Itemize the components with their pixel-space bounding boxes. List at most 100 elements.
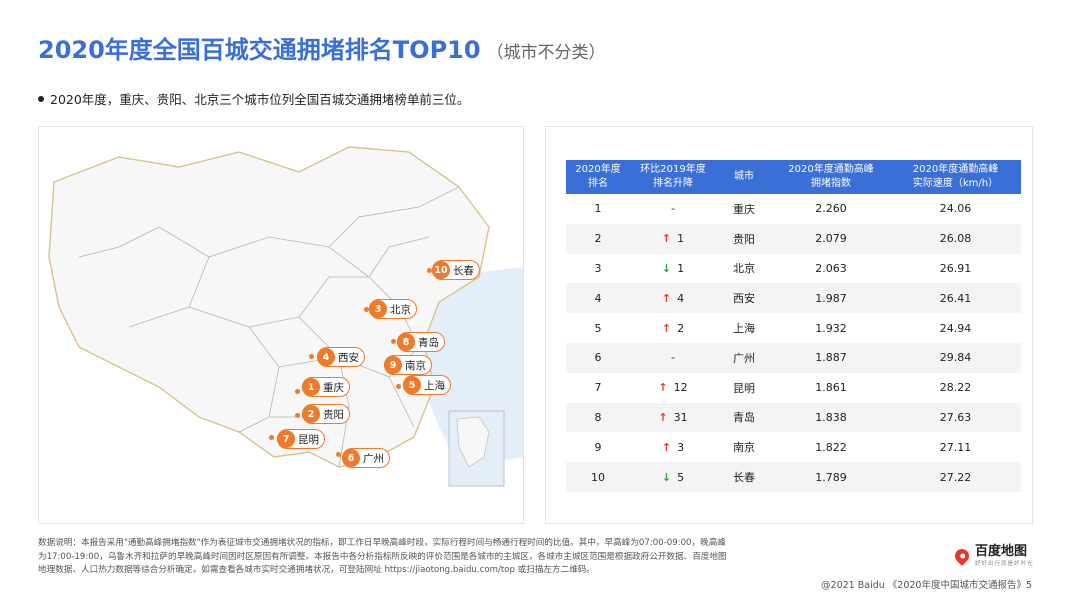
- city-name: 北京: [390, 303, 411, 316]
- page-footer: @2021 Baidu 《2020年度中国城市交通报告》5: [821, 580, 1032, 591]
- city-location-dot: [309, 354, 314, 359]
- title-subtitle: （城市不分类）: [486, 43, 606, 63]
- cell-rank-change: ↑ 1: [630, 223, 716, 254]
- table-header-row: 2020年度 排名 环比2019年度 排名升降 城市 2020年度通勤高峰 拥堵…: [566, 160, 1021, 194]
- cell-city: 长春: [716, 462, 772, 492]
- rank-change-value: 2: [677, 321, 685, 335]
- header-actual-speed: 2020年度通勤高峰 实际速度（km/h）: [890, 160, 1021, 194]
- table-row: 10 ↓ 5 长春 1.789 27.22: [566, 462, 1021, 492]
- city-location-dot: [295, 413, 300, 418]
- rank-change-value: 5: [677, 470, 685, 484]
- cell-congestion-index: 1.932: [815, 321, 847, 335]
- table-row: 1 - 重庆 2.260 24.06: [566, 194, 1021, 224]
- cell-rank: 3: [594, 261, 602, 275]
- cell-rank: 2: [566, 223, 630, 254]
- cell-rank-change: ↓ 5: [630, 462, 716, 492]
- city-rank: 4: [317, 348, 335, 366]
- city-name: 昆明: [298, 433, 319, 446]
- city-marker-4[interactable]: 4 西安: [317, 347, 365, 367]
- cell-congestion-index: 1.861: [815, 381, 847, 395]
- header-city: 城市: [716, 160, 772, 194]
- cell-congestion-index: 1.987: [772, 283, 890, 314]
- cell-city: 上海: [733, 322, 755, 336]
- cell-congestion-index: 1.887: [772, 342, 890, 373]
- page-title: 2020年度全国百城交通拥堵排名TOP10 （城市不分类）: [38, 30, 606, 65]
- ranking-table-panel: 2020年度 排名 环比2019年度 排名升降 城市 2020年度通勤高峰 拥堵…: [545, 126, 1033, 524]
- city-rank: 10: [432, 261, 450, 279]
- city-marker-7[interactable]: 7 昆明: [277, 429, 325, 449]
- cell-city: 广州: [716, 342, 772, 373]
- cell-rank: 5: [594, 321, 602, 335]
- rank-change-value: 3: [677, 440, 685, 454]
- cell-rank-change: ↑ 4: [630, 283, 716, 314]
- arrow-up-icon: ↑: [661, 440, 672, 454]
- city-location-dot: [336, 452, 341, 457]
- cell-congestion-index: 2.079: [772, 223, 890, 254]
- rank-change-value: -: [671, 202, 675, 216]
- city-location-dot: [295, 389, 300, 394]
- city-marker-1[interactable]: 1 重庆: [302, 377, 350, 397]
- table-row: 2 ↑ 1 贵阳 2.079 26.08: [566, 223, 1021, 254]
- cell-city: 重庆: [733, 202, 755, 216]
- city-rank: 7: [277, 430, 295, 448]
- table-row: 7 ↑ 12 昆明 1.861 28.22: [566, 373, 1021, 403]
- cell-actual-speed: 26.08: [890, 223, 1021, 254]
- logo-brand: 百度地图: [975, 544, 1028, 559]
- china-map: [39, 127, 523, 523]
- city-name: 贵阳: [323, 408, 344, 421]
- city-marker-6[interactable]: 6 广州: [342, 448, 390, 468]
- cell-rank: 9: [594, 440, 602, 454]
- table-row: 9 ↑ 3 南京 1.822 27.11: [566, 432, 1021, 462]
- city-marker-8[interactable]: 8 青岛: [397, 332, 445, 352]
- table-row: 6 - 广州 1.887 29.84: [566, 342, 1021, 373]
- cell-city: 南京: [733, 441, 755, 455]
- cell-rank: 4: [566, 283, 630, 314]
- city-name: 重庆: [323, 381, 344, 394]
- rank-change-value: -: [671, 351, 675, 365]
- summary-bullet: 2020年度，重庆、贵阳、北京三个城市位列全国百城交通拥堵榜单前三位。: [38, 89, 469, 108]
- cell-rank: 7: [594, 381, 602, 395]
- city-location-dot: [427, 268, 432, 273]
- city-marker-9[interactable]: 9 南京: [384, 355, 432, 375]
- cell-rank-change: ↑ 31: [630, 402, 716, 433]
- header-congestion-index: 2020年度通勤高峰 拥堵指数: [772, 160, 890, 194]
- cell-city: 北京: [733, 262, 755, 276]
- city-rank: 6: [342, 449, 360, 467]
- city-rank: 3: [369, 300, 387, 318]
- rank-change-value: 31: [673, 410, 688, 424]
- cell-actual-speed: 24.06: [939, 202, 972, 216]
- rank-change-value: 4: [677, 291, 685, 305]
- cell-rank: 1: [594, 202, 602, 216]
- cell-actual-speed: 24.94: [939, 321, 972, 335]
- cell-rank-change: ↑ 12: [630, 373, 716, 403]
- table-row: 4 ↑ 4 西安 1.987 26.41: [566, 283, 1021, 314]
- cell-actual-speed: 29.84: [890, 342, 1021, 373]
- cell-actual-speed: 27.11: [939, 440, 972, 454]
- baidu-map-logo: 百度地图 好好出行就是好时光: [952, 544, 1034, 567]
- cell-city: 青岛: [716, 402, 772, 433]
- cell-congestion-index: 1.822: [815, 440, 847, 454]
- arrow-down-icon: ↓: [661, 470, 672, 484]
- map-pin-icon: [952, 546, 972, 566]
- cell-rank: 6: [566, 342, 630, 373]
- city-rank: 9: [384, 356, 402, 374]
- rank-change-value: 1: [677, 232, 685, 246]
- city-rank: 2: [302, 405, 320, 423]
- city-marker-2[interactable]: 2 贵阳: [302, 404, 350, 424]
- arrow-up-icon: ↑: [658, 410, 668, 424]
- cell-rank-change: ↑ 2: [630, 313, 716, 343]
- data-notes: 数据说明：本报告采用"通勤高峰拥堵指数"作为表征城市交通拥堵状况的指标，即工作日…: [38, 538, 727, 575]
- arrow-up-icon: ↑: [661, 291, 672, 305]
- city-marker-5[interactable]: 5 上海: [403, 375, 451, 395]
- table-row: 3 ↓ 1 北京 2.063 26.91: [566, 254, 1021, 284]
- table-row: 8 ↑ 31 青岛 1.838 27.63: [566, 402, 1021, 433]
- ranking-table: 2020年度 排名 环比2019年度 排名升降 城市 2020年度通勤高峰 拥堵…: [566, 160, 1021, 492]
- city-marker-3[interactable]: 3 北京: [369, 299, 417, 319]
- cell-congestion-index: 1.838: [772, 402, 890, 433]
- cell-rank-change: ↑ 3: [630, 432, 716, 462]
- city-name: 青岛: [418, 336, 439, 349]
- city-marker-10[interactable]: 10 长春: [432, 260, 480, 280]
- cell-rank-change: -: [630, 342, 716, 373]
- cell-congestion-index: 2.063: [815, 261, 847, 275]
- cell-city: 昆明: [733, 381, 755, 395]
